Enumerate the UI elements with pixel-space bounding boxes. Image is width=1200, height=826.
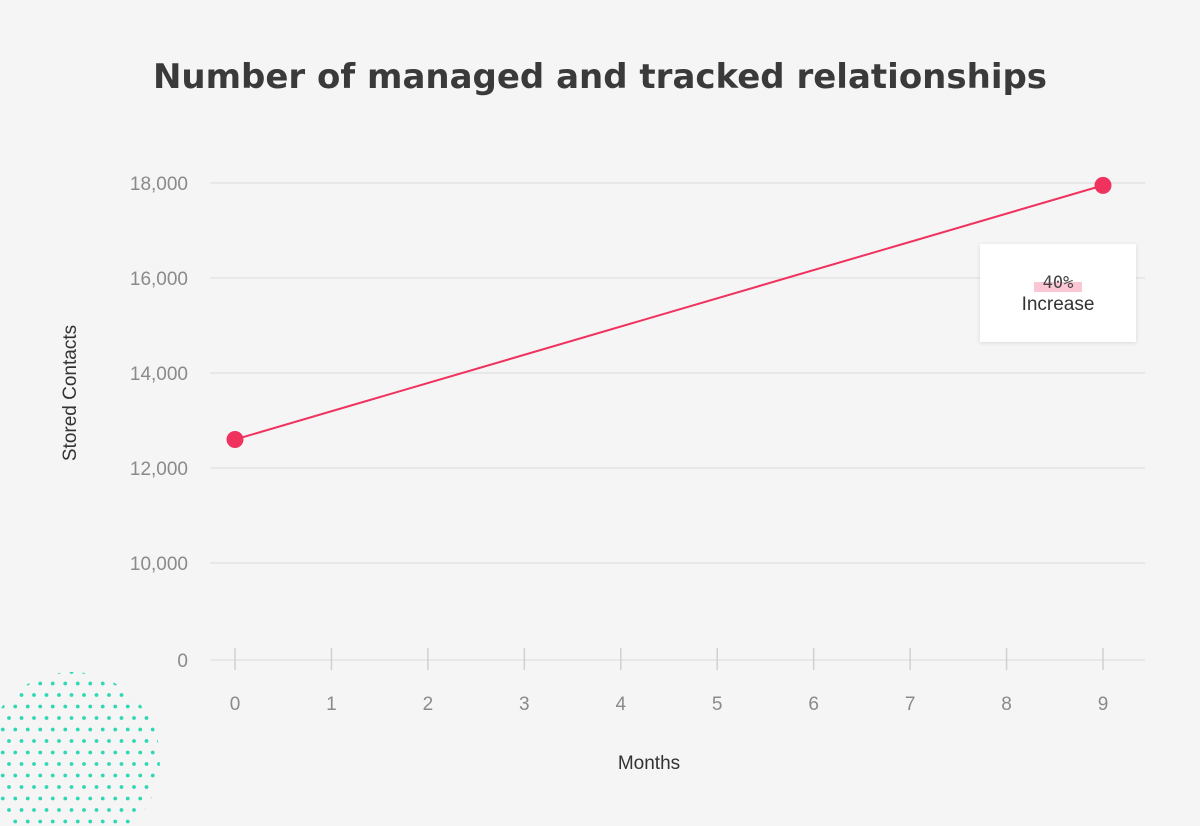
data-point	[1094, 176, 1112, 194]
decorative-dot-pattern	[0, 672, 160, 824]
annotation-highlight	[1034, 282, 1082, 292]
x-tick-label: 6	[808, 694, 819, 715]
chart-title: Number of managed and tracked relationsh…	[153, 57, 1047, 97]
y-axis-label: Stored Contacts	[60, 325, 81, 461]
x-tick-label: 4	[615, 694, 626, 715]
x-tick-label: 8	[1001, 694, 1012, 715]
y-tick-label: 18,000	[130, 174, 188, 195]
x-axis-label: Months	[618, 753, 680, 774]
x-tick-label: 9	[1098, 694, 1109, 715]
annotation-label: Increase	[1022, 294, 1095, 315]
x-tick-label: 7	[905, 694, 916, 715]
data-point	[226, 431, 244, 448]
y-tick-label: 16,000	[130, 269, 188, 290]
x-tick-label: 5	[712, 694, 723, 715]
x-tick-label: 0	[230, 694, 241, 715]
x-tick-label: 2	[423, 694, 434, 715]
annotation-value: 40%	[1043, 273, 1074, 293]
y-tick-label: 12,000	[130, 459, 188, 480]
y-tick-label: 0	[177, 651, 188, 672]
annotation-box: 40% Increase	[980, 244, 1136, 342]
x-tick-label: 3	[519, 694, 530, 715]
y-tick-label: 14,000	[130, 364, 188, 385]
series-line	[234, 184, 1104, 441]
x-tick-label: 1	[326, 694, 337, 715]
y-tick-label: 10,000	[130, 554, 188, 575]
